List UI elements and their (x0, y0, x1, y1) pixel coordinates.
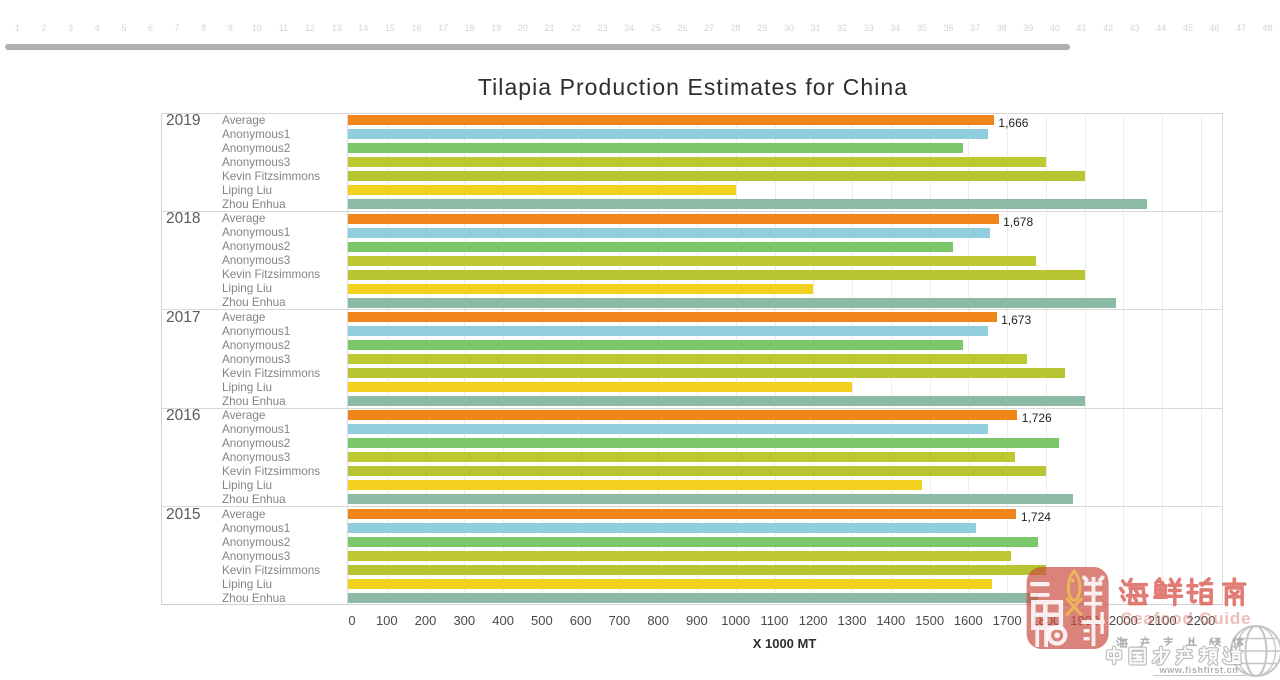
svg-text:Seafood Guide: Seafood Guide (1121, 609, 1251, 628)
svg-text:www.fishfirst.cn: www.fishfirst.cn (1159, 665, 1239, 675)
